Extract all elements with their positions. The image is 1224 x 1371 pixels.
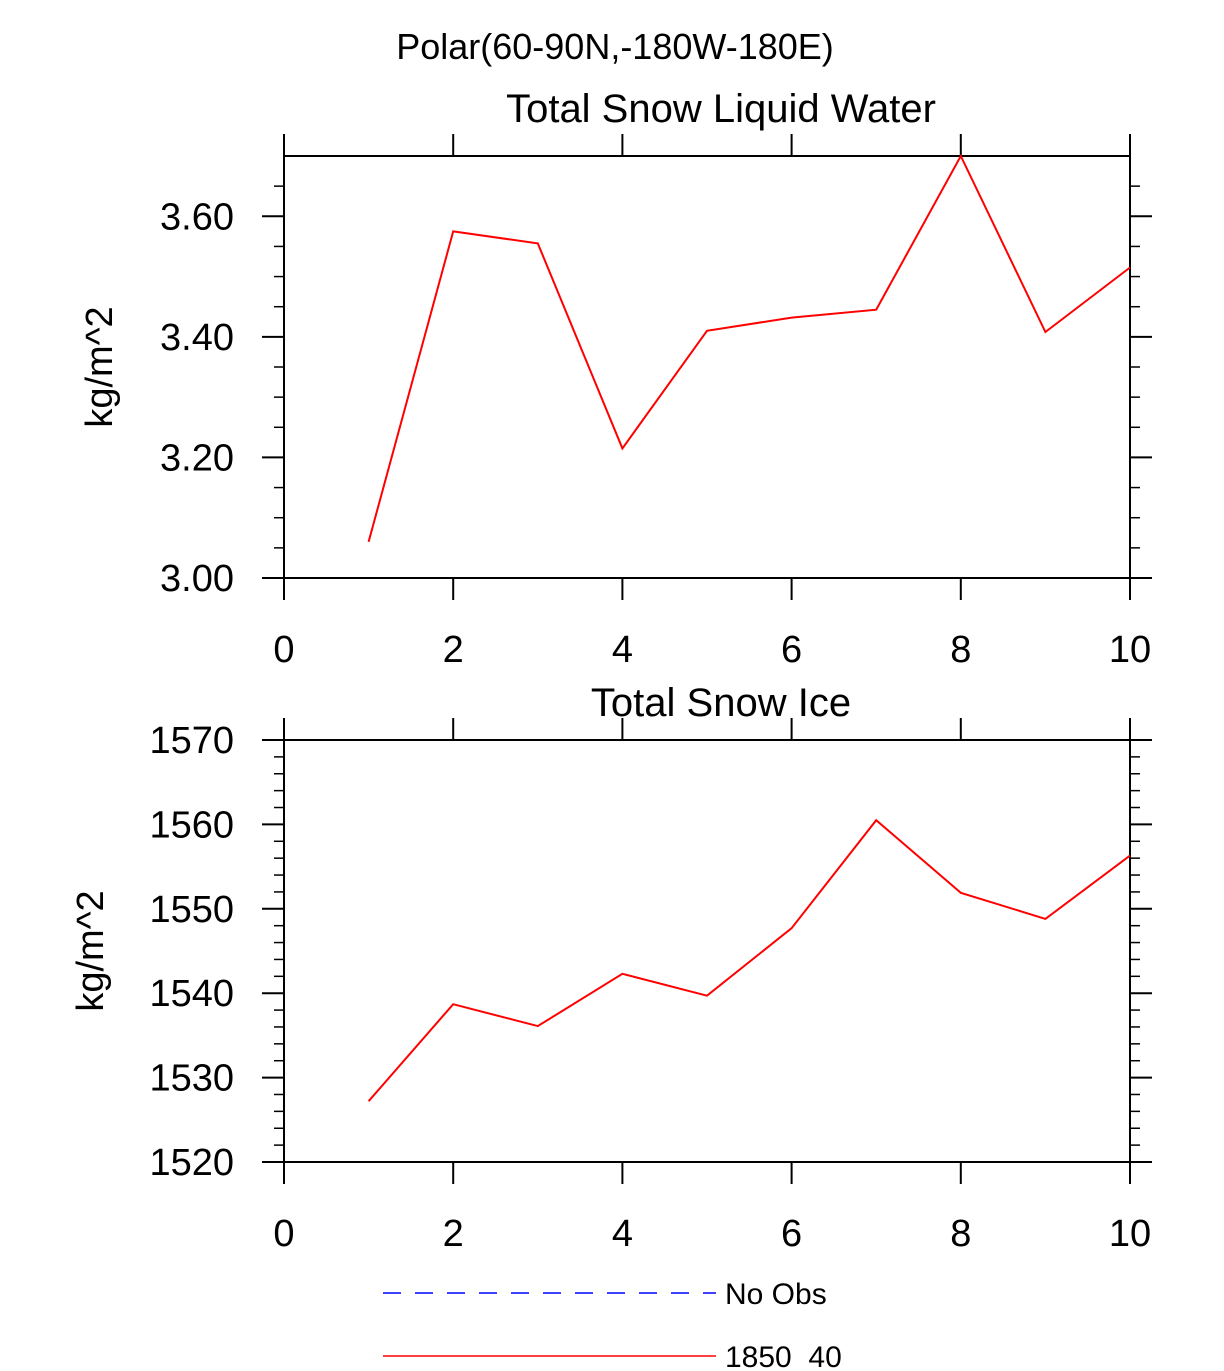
y-tick-label: 1550 (149, 889, 234, 931)
legend-item: No Obs (383, 1278, 827, 1311)
y-tick-label: 3.20 (160, 437, 234, 479)
x-tick-label: 10 (1109, 629, 1151, 671)
y-axis-label: kg/m^2 (70, 890, 112, 1011)
x-tick-label: 2 (443, 629, 464, 671)
x-tick-label: 8 (950, 1213, 971, 1255)
x-tick-label: 6 (781, 1213, 802, 1255)
legend: No Obs 1850_40 (383, 1278, 842, 1371)
x-tick-label: 4 (612, 629, 633, 671)
figure-title: Polar(60-90N,-180W-180E) (396, 26, 834, 67)
chart-panel: Total Snow Ice kg/m^2 0 2 4 6 8 10 1520 1530 1540 1… (70, 681, 1152, 1255)
y-tick-label: 1570 (149, 720, 234, 762)
x-tick-label: 0 (273, 1213, 294, 1255)
x-tick-label: 2 (443, 1213, 464, 1255)
y-axis-label: kg/m^2 (79, 306, 121, 427)
y-tick-label: 1560 (149, 804, 234, 846)
x-tick-label: 4 (612, 1213, 633, 1255)
x-tick-label: 10 (1109, 1213, 1151, 1255)
y-tick-label: 1540 (149, 973, 234, 1015)
y-tick-label: 1520 (149, 1142, 234, 1184)
y-tick-label: 1530 (149, 1058, 234, 1100)
chart-panels: Total Snow Liquid Water kg/m^2 0 2 4 6 8 10 3.00… (70, 87, 1152, 1255)
panel-title: Total Snow Ice (591, 681, 851, 725)
legend-label: 1850_40 (725, 1341, 842, 1371)
plot-frame (283, 739, 1131, 1163)
x-tick-label: 6 (781, 629, 802, 671)
series-line (367, 153, 1131, 543)
plot-frame (283, 155, 1131, 579)
series-line (367, 818, 1131, 1102)
y-tick-label: 3.40 (160, 317, 234, 359)
panel-title: Total Snow Liquid Water (506, 87, 936, 131)
x-tick-label: 0 (273, 629, 294, 671)
legend-label: No Obs (725, 1278, 827, 1311)
y-tick-label: 3.00 (160, 558, 234, 600)
legend-item: 1850_40 (383, 1341, 842, 1371)
chart-panel: Total Snow Liquid Water kg/m^2 0 2 4 6 8 10 3.00… (79, 87, 1152, 671)
y-tick-label: 3.60 (160, 196, 234, 238)
x-tick-label: 8 (950, 629, 971, 671)
